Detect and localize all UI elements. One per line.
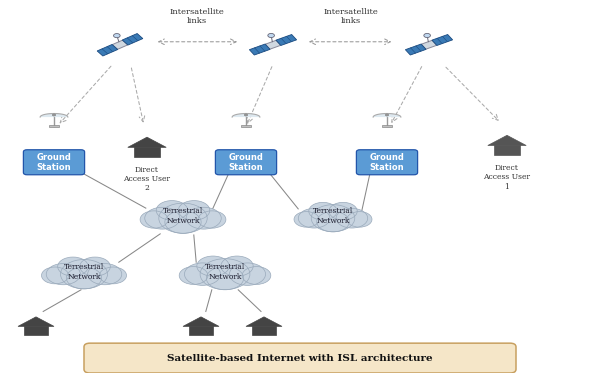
Circle shape [52,114,56,116]
Circle shape [200,259,250,289]
Bar [252,326,276,335]
Text: Terrestrial
Network: Terrestrial Network [163,207,203,225]
Text: Ground
Station: Ground Station [229,153,263,172]
Circle shape [294,211,319,227]
Circle shape [67,267,101,289]
Polygon shape [128,137,166,147]
Bar [241,125,251,127]
Polygon shape [265,40,281,49]
Circle shape [347,211,372,227]
Polygon shape [97,44,118,56]
Text: Terrestrial
Network: Terrestrial Network [205,263,245,280]
FancyBboxPatch shape [23,150,85,175]
Text: Terrestrial
Network: Terrestrial Network [64,263,104,280]
Circle shape [336,209,368,228]
Circle shape [41,267,68,284]
Circle shape [165,211,201,233]
FancyBboxPatch shape [215,150,277,175]
Text: Direct
Access User
2: Direct Access User 2 [124,166,170,192]
Polygon shape [112,40,128,49]
Polygon shape [183,317,219,326]
Circle shape [184,263,221,285]
Circle shape [186,207,221,229]
Circle shape [298,209,330,228]
Circle shape [80,257,110,276]
Bar [49,125,59,127]
Polygon shape [18,317,54,326]
Polygon shape [250,44,270,55]
Circle shape [329,203,357,220]
Bar [189,326,213,335]
Circle shape [145,207,180,229]
Circle shape [317,211,349,232]
FancyBboxPatch shape [84,343,516,373]
Polygon shape [406,44,426,55]
Polygon shape [246,317,282,326]
Text: Intersatellite
links: Intersatellite links [323,8,379,25]
Text: Ground
Station: Ground Station [370,153,404,172]
Circle shape [140,211,168,228]
FancyBboxPatch shape [356,150,418,175]
Circle shape [46,264,80,285]
Circle shape [424,34,430,38]
Circle shape [61,260,107,289]
Circle shape [88,264,122,285]
Circle shape [206,267,244,290]
Text: Direct
Access User
1: Direct Access User 1 [484,164,530,191]
Circle shape [58,257,88,276]
Circle shape [385,114,389,116]
Polygon shape [432,35,452,46]
Circle shape [221,256,253,276]
Text: Intersatellite
links: Intersatellite links [169,8,224,25]
Circle shape [198,211,226,228]
Circle shape [244,114,248,116]
Circle shape [229,263,266,285]
Circle shape [309,203,337,220]
Polygon shape [421,40,437,49]
Circle shape [311,205,355,232]
Circle shape [100,267,127,284]
Circle shape [159,203,207,233]
Circle shape [178,201,210,220]
Text: Ground
Station: Ground Station [37,153,71,172]
Circle shape [179,267,208,284]
Bar [494,145,520,155]
Polygon shape [122,34,143,45]
Circle shape [197,256,229,276]
Bar [134,147,160,157]
Text: Terrestrial
Network: Terrestrial Network [313,207,353,225]
Circle shape [242,267,271,284]
Polygon shape [488,135,526,145]
Bar [382,125,392,127]
Polygon shape [276,35,296,46]
Circle shape [268,34,274,38]
Text: Satellite-based Internet with ISL architecture: Satellite-based Internet with ISL archit… [167,354,433,363]
Bar [24,326,48,335]
Circle shape [156,201,188,220]
Circle shape [113,34,120,38]
